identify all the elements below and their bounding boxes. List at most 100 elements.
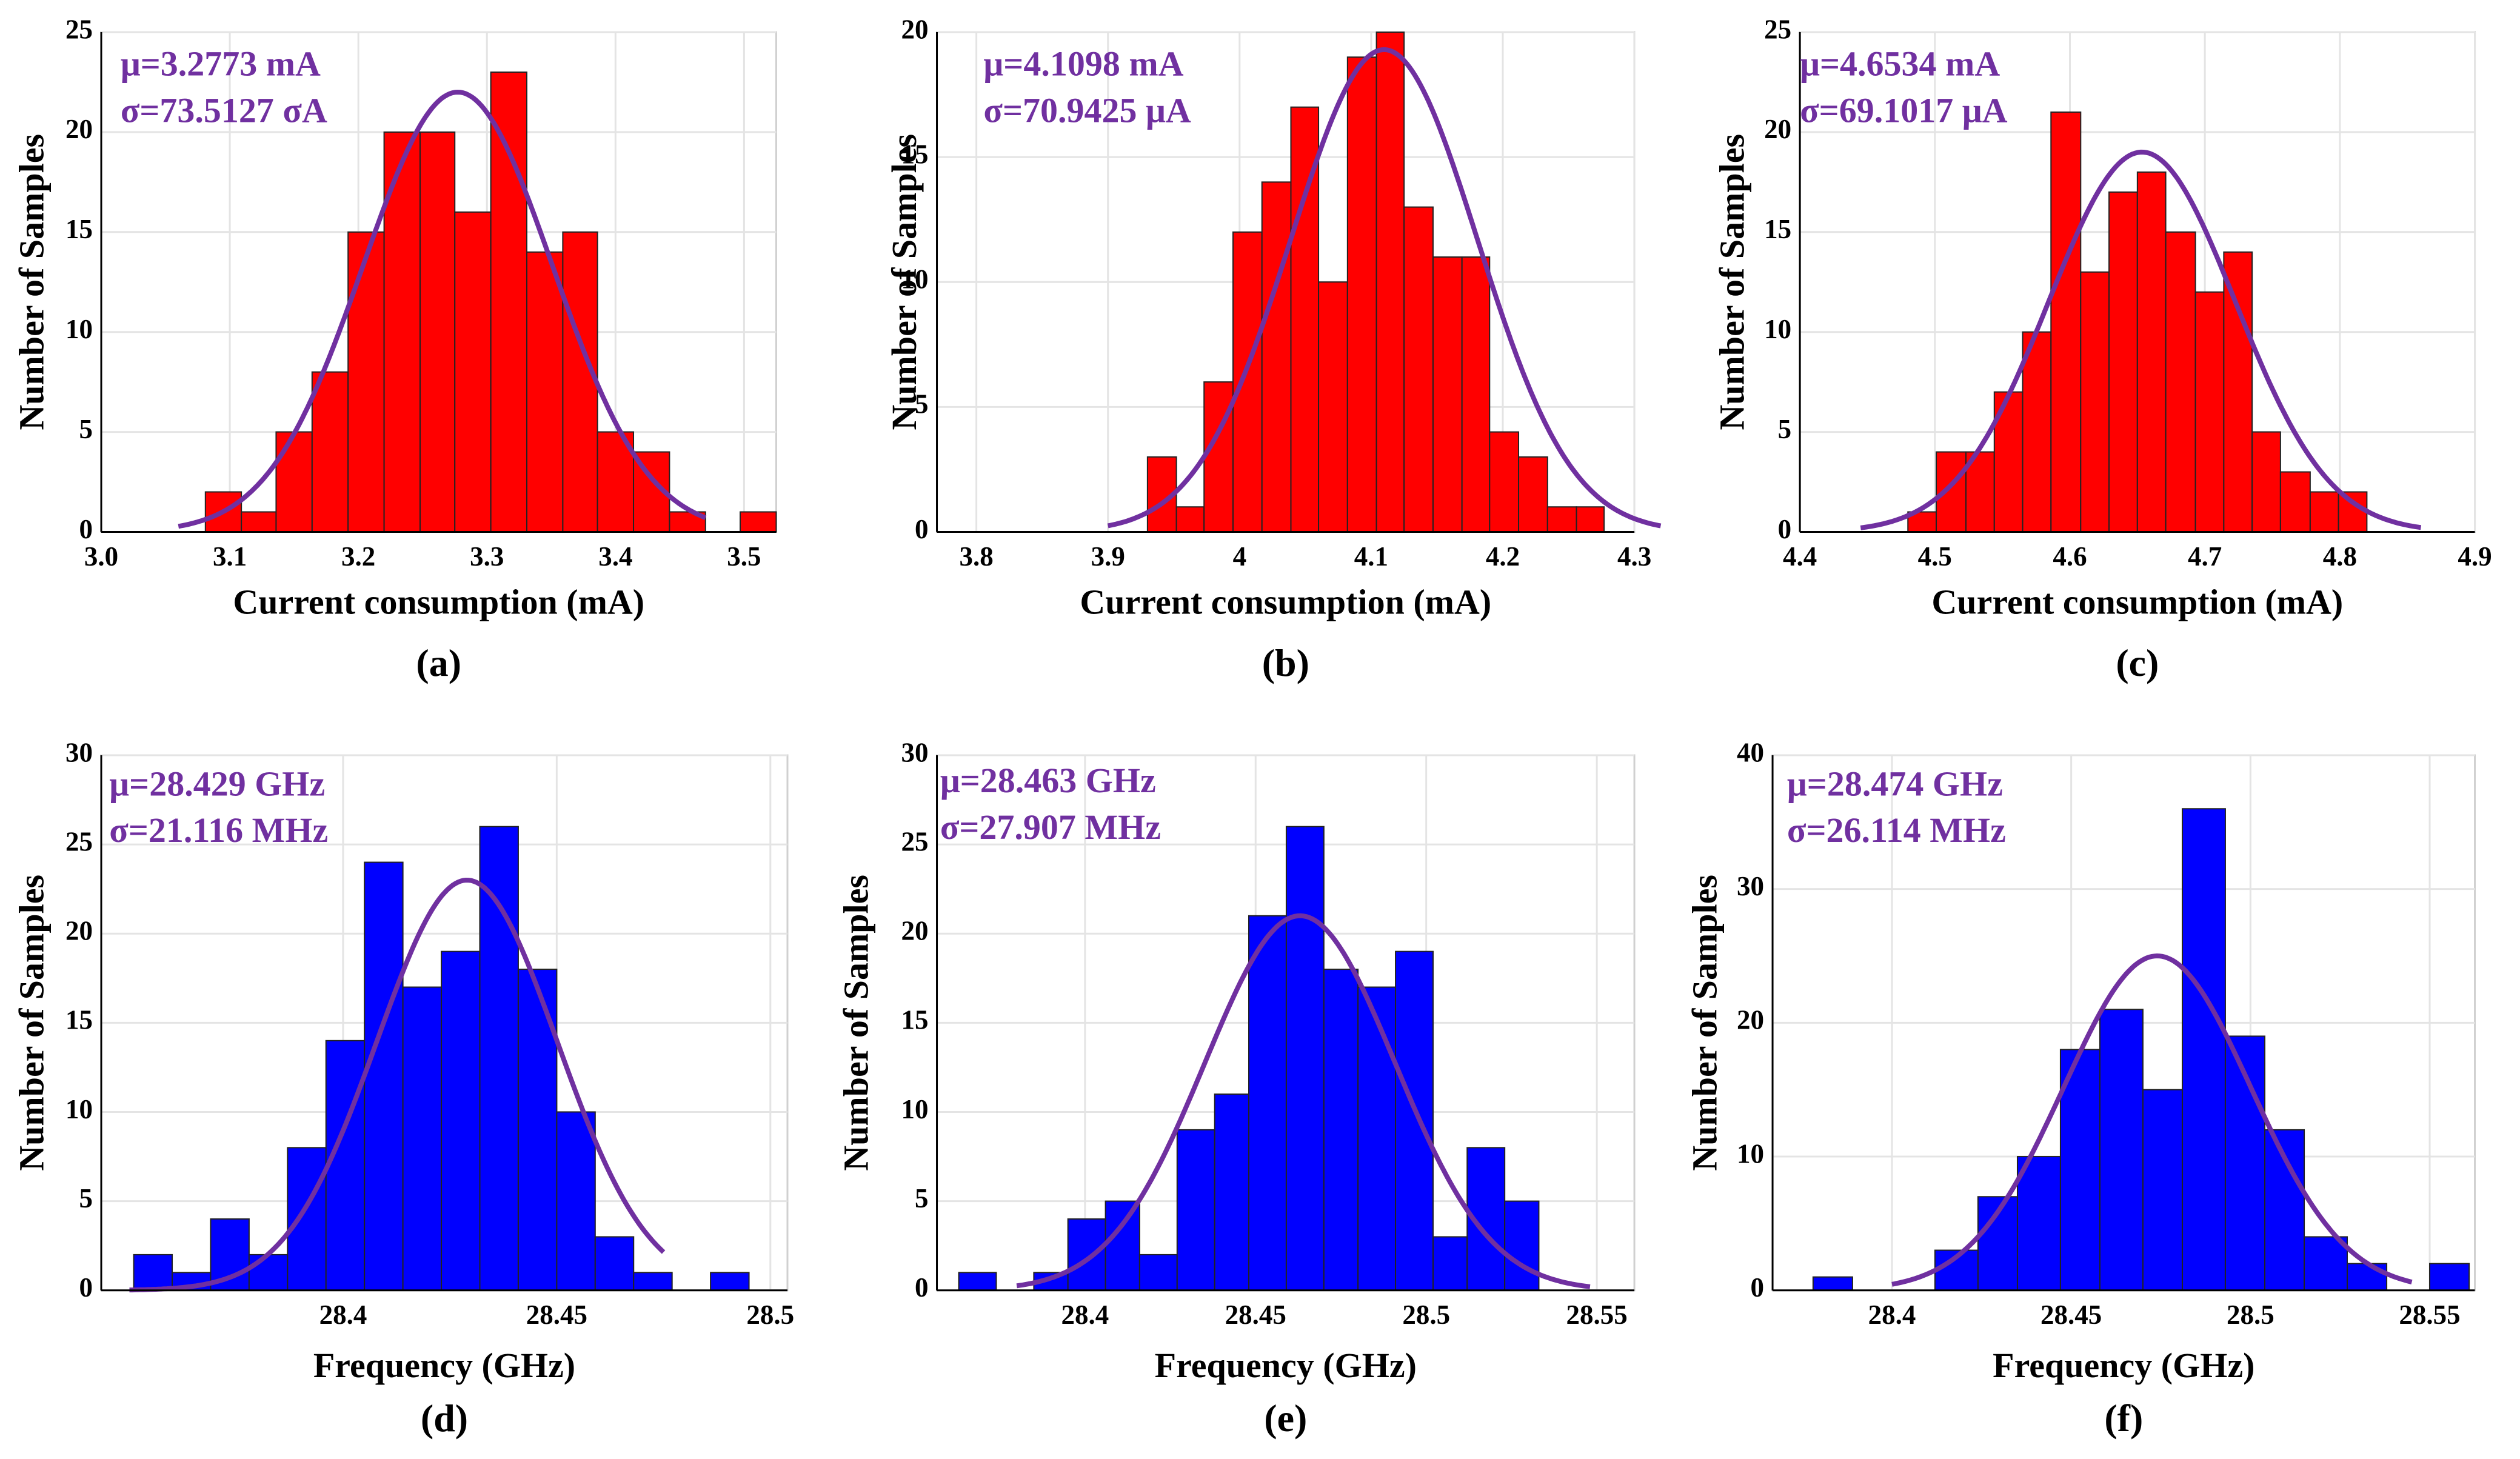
bar [1175, 506, 1205, 533]
bar [311, 371, 349, 533]
y-axis-label: Number of Samples [837, 875, 876, 1171]
y-tick-label: 5 [915, 1183, 929, 1214]
x-tick-label: 4.6 [2053, 541, 2087, 572]
x-axis-label: Frequency (GHz) [1993, 1346, 2254, 1385]
annotation: σ=27.907 MHz [940, 807, 1161, 847]
y-tick-label: 0 [915, 514, 929, 544]
x-axis-label: Current consumption (mA) [1931, 583, 2343, 622]
bar [562, 231, 598, 533]
x-tick-label: 3.0 [84, 541, 118, 572]
bar [740, 511, 777, 533]
x-tick-label: 4.1 [1354, 541, 1388, 572]
x-tick-label: 28.5 [1402, 1300, 1450, 1330]
bar [2181, 808, 2226, 1291]
y-tick-label: 0 [79, 1272, 93, 1303]
annotation: σ=69.1017 μA [1800, 91, 2007, 130]
x-tick-label: 28.45 [526, 1300, 587, 1330]
bar [1248, 915, 1287, 1291]
bar [1432, 1236, 1468, 1291]
bar [2022, 331, 2052, 533]
bar [275, 431, 313, 533]
bar [490, 71, 527, 533]
bar [633, 1272, 673, 1291]
panel-label: (f) [2104, 1397, 2143, 1440]
y-tick-label: 25 [1764, 14, 1791, 44]
annotation: μ=4.6534 mA [1800, 44, 2000, 84]
y-tick-label: 10 [1737, 1138, 1764, 1169]
annotation: σ=26.114 MHz [1787, 810, 2006, 850]
bar [1176, 1129, 1215, 1291]
y-tick-label: 20 [901, 14, 929, 44]
y-tick-label: 0 [1751, 1272, 1765, 1303]
y-tick-label: 15 [901, 139, 929, 169]
fit-curve [1860, 149, 2422, 530]
y-axis-label: Number of Samples [12, 134, 52, 430]
annotation: σ=70.9425 μA [983, 91, 1191, 130]
bar [1323, 969, 1359, 1291]
y-tick-label: 30 [65, 737, 93, 767]
bar [1232, 231, 1263, 533]
y-tick-label: 15 [65, 1005, 93, 1035]
panel-label: (c) [2116, 641, 2159, 684]
bar [133, 1254, 173, 1291]
y-tick-label: 10 [1764, 314, 1791, 344]
y-tick-label: 30 [1737, 871, 1764, 901]
bar [2016, 1156, 2061, 1291]
y-tick-label: 25 [65, 14, 93, 44]
x-tick-label: 28.5 [2227, 1300, 2274, 1330]
x-tick-label: 4.7 [2188, 541, 2222, 572]
bar [2194, 291, 2225, 533]
x-tick-label: 4.3 [1617, 541, 1651, 572]
bar [241, 511, 277, 533]
x-tick-label: 4.5 [1918, 541, 1952, 572]
fit-curve [178, 89, 707, 529]
bar [1403, 206, 1434, 533]
bar [1285, 826, 1325, 1291]
y-tick-label: 5 [1778, 414, 1792, 444]
bar [2347, 1263, 2388, 1291]
y-tick-label: 20 [65, 114, 93, 144]
x-tick-label: 28.55 [1566, 1300, 1628, 1330]
bar [364, 861, 404, 1291]
y-tick-label: 10 [65, 1094, 93, 1124]
x-axis-label: Current consumption (mA) [233, 583, 644, 622]
x-tick-label: 3.4 [598, 541, 632, 572]
bar [287, 1147, 327, 1291]
y-tick-label: 5 [79, 414, 93, 444]
x-tick-label: 4.2 [1486, 541, 1520, 572]
bar [2429, 1263, 2470, 1291]
x-tick-label: 3.3 [470, 541, 504, 572]
bar [1546, 506, 1577, 533]
x-tick-label: 4.8 [2323, 541, 2357, 572]
bar [2309, 491, 2339, 533]
bar [1576, 506, 1605, 533]
bar [1214, 1093, 1250, 1291]
bar [1357, 986, 1397, 1291]
y-tick-label: 0 [79, 514, 93, 544]
bar [347, 231, 385, 533]
bar [526, 251, 564, 533]
bar [2080, 271, 2110, 533]
panel-label: (b) [1262, 641, 1309, 684]
annotation: μ=28.474 GHz [1787, 764, 2003, 803]
bar [454, 211, 492, 533]
y-tick-label: 15 [65, 214, 93, 244]
x-tick-label: 28.4 [1868, 1300, 1916, 1330]
bar [2223, 251, 2253, 533]
fit-curve [1891, 953, 2413, 1287]
y-tick-label: 20 [901, 916, 929, 946]
y-tick-label: 0 [1778, 514, 1792, 544]
fit-curve [1107, 47, 1662, 529]
panel-label: (d) [421, 1397, 468, 1440]
y-tick-label: 5 [915, 389, 929, 419]
bar [402, 986, 443, 1291]
bar [1203, 381, 1234, 533]
bar [479, 826, 519, 1291]
bar [594, 1236, 635, 1291]
annotation: μ=28.463 GHz [940, 761, 1156, 800]
x-tick-label: 28.4 [1061, 1300, 1109, 1330]
bar [2108, 191, 2138, 533]
annotation: σ=21.116 MHz [109, 810, 328, 850]
y-tick-label: 25 [65, 826, 93, 856]
